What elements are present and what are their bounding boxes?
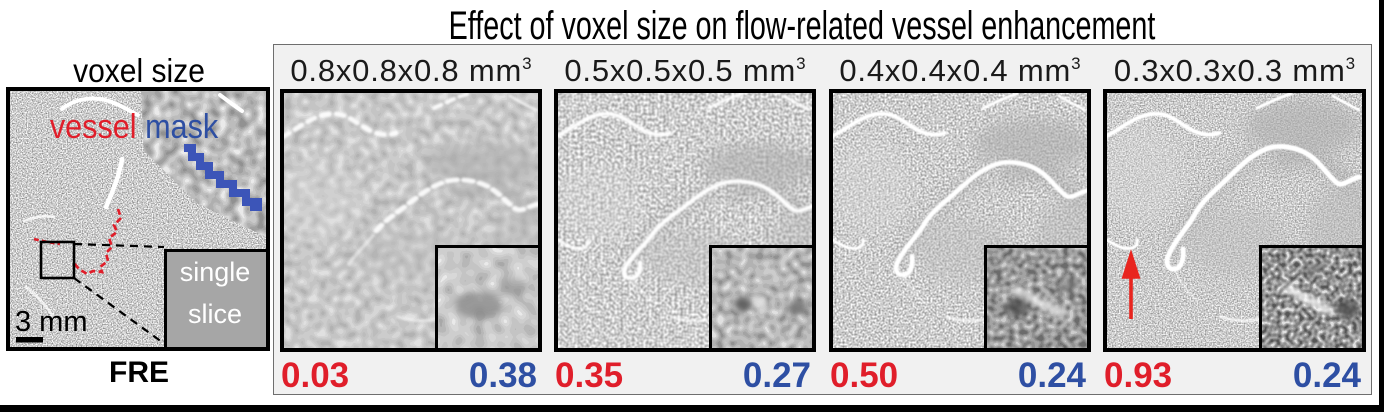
svg-text:slice: slice [188,299,242,329]
svg-text:single: single [180,257,251,287]
svg-text:3 mm: 3 mm [15,306,88,338]
